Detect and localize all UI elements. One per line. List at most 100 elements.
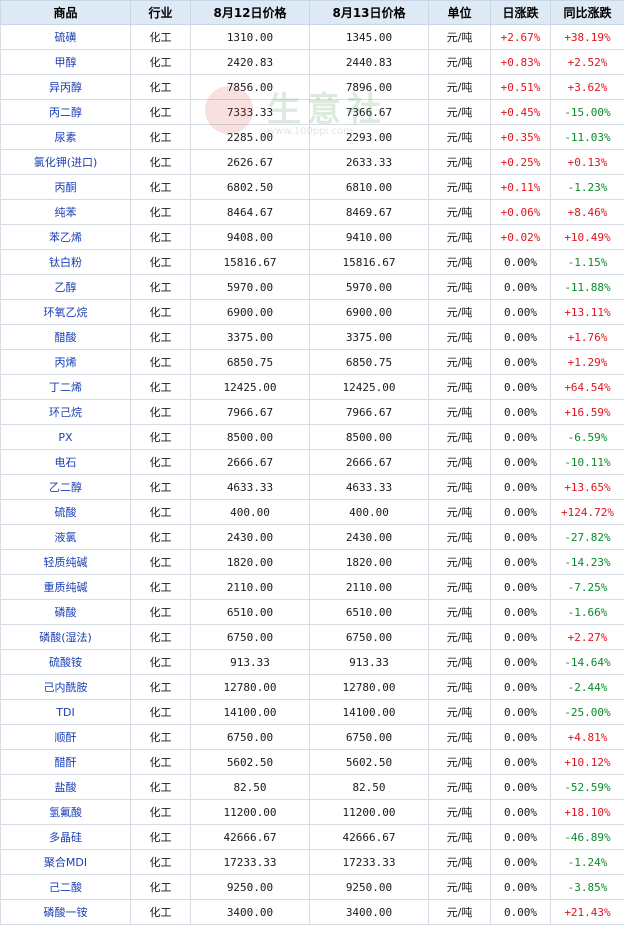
cell-name[interactable]: 磷酸一铵: [0, 899, 131, 925]
header-name[interactable]: 商品: [0, 0, 131, 25]
cell-name[interactable]: 苯乙烯: [0, 224, 131, 250]
cell-name[interactable]: 环己烷: [0, 399, 131, 425]
cell-price-aug13: 4633.33: [309, 474, 429, 500]
cell-name[interactable]: PX: [0, 424, 131, 450]
cell-name[interactable]: 电石: [0, 449, 131, 475]
cell-daily-change: 0.00%: [490, 499, 551, 525]
cell-name[interactable]: 多晶硅: [0, 824, 131, 850]
cell-price-aug13: 7966.67: [309, 399, 429, 425]
table-row: 氢氟酸 化工 11200.00 11200.00 元/吨 0.00% +18.10%: [0, 799, 624, 825]
header-price-aug12[interactable]: 8月12日价格: [190, 0, 310, 25]
cell-name[interactable]: 丙烯: [0, 349, 131, 375]
cell-name[interactable]: 磷酸: [0, 599, 131, 625]
cell-yoy-change: -10.11%: [550, 449, 624, 475]
cell-price-aug13: 1820.00: [309, 549, 429, 575]
cell-name[interactable]: 丁二烯: [0, 374, 131, 400]
cell-price-aug13: 6810.00: [309, 174, 429, 200]
cell-daily-change: +0.45%: [490, 99, 551, 125]
table-row: 尿素 化工 2285.00 2293.00 元/吨 +0.35% -11.03%: [0, 124, 624, 150]
cell-price-aug12: 8464.67: [190, 199, 310, 225]
cell-name[interactable]: 磷酸(湿法): [0, 624, 131, 650]
cell-name[interactable]: 液氯: [0, 524, 131, 550]
cell-industry: 化工: [130, 749, 191, 775]
header-row: 商品 行业 8月12日价格 8月13日价格 单位 日涨跌 同比涨跌: [0, 0, 624, 25]
table-row: 异丙醇 化工 7856.00 7896.00 元/吨 +0.51% +3.62%: [0, 74, 624, 100]
cell-name[interactable]: 丙酮: [0, 174, 131, 200]
cell-yoy-change: +2.52%: [550, 49, 624, 75]
cell-name[interactable]: 醋酐: [0, 749, 131, 775]
cell-daily-change: 0.00%: [490, 699, 551, 725]
table-row: 醋酐 化工 5602.50 5602.50 元/吨 0.00% +10.12%: [0, 749, 624, 775]
cell-yoy-change: -7.25%: [550, 574, 624, 600]
cell-name[interactable]: 氢氟酸: [0, 799, 131, 825]
cell-unit: 元/吨: [428, 249, 491, 275]
cell-name[interactable]: 丙二醇: [0, 99, 131, 125]
cell-unit: 元/吨: [428, 649, 491, 675]
table-row: 硫磺 化工 1310.00 1345.00 元/吨 +2.67% +38.19%: [0, 24, 624, 50]
header-daily-change[interactable]: 日涨跌: [490, 0, 551, 25]
cell-yoy-change: +10.12%: [550, 749, 624, 775]
cell-name[interactable]: 纯苯: [0, 199, 131, 225]
cell-unit: 元/吨: [428, 449, 491, 475]
header-yoy-change[interactable]: 同比涨跌: [550, 0, 624, 25]
cell-price-aug12: 3375.00: [190, 324, 310, 350]
cell-name[interactable]: 轻质纯碱: [0, 549, 131, 575]
cell-name[interactable]: 己内酰胺: [0, 674, 131, 700]
cell-price-aug13: 7896.00: [309, 74, 429, 100]
cell-yoy-change: -46.89%: [550, 824, 624, 850]
cell-name[interactable]: 硫酸铵: [0, 649, 131, 675]
cell-daily-change: 0.00%: [490, 849, 551, 875]
cell-name[interactable]: 顺酐: [0, 724, 131, 750]
cell-price-aug12: 5970.00: [190, 274, 310, 300]
cell-yoy-change: -15.00%: [550, 99, 624, 125]
cell-name[interactable]: 异丙醇: [0, 74, 131, 100]
table-row: 环己烷 化工 7966.67 7966.67 元/吨 0.00% +16.59%: [0, 399, 624, 425]
cell-name[interactable]: 醋酸: [0, 324, 131, 350]
cell-price-aug13: 6510.00: [309, 599, 429, 625]
cell-name[interactable]: 聚合MDI: [0, 849, 131, 875]
cell-daily-change: 0.00%: [490, 299, 551, 325]
cell-name[interactable]: 钛白粉: [0, 249, 131, 275]
cell-name[interactable]: 重质纯碱: [0, 574, 131, 600]
table-row: 环氧乙烷 化工 6900.00 6900.00 元/吨 0.00% +13.11%: [0, 299, 624, 325]
header-industry[interactable]: 行业: [130, 0, 191, 25]
cell-price-aug13: 15816.67: [309, 249, 429, 275]
cell-daily-change: +0.11%: [490, 174, 551, 200]
cell-name[interactable]: 环氧乙烷: [0, 299, 131, 325]
cell-price-aug12: 9250.00: [190, 874, 310, 900]
cell-yoy-change: -14.23%: [550, 549, 624, 575]
cell-name[interactable]: 硫磺: [0, 24, 131, 50]
cell-daily-change: 0.00%: [490, 374, 551, 400]
cell-price-aug13: 913.33: [309, 649, 429, 675]
cell-name[interactable]: 尿素: [0, 124, 131, 150]
table-row: 乙二醇 化工 4633.33 4633.33 元/吨 0.00% +13.65%: [0, 474, 624, 500]
cell-name[interactable]: 己二酸: [0, 874, 131, 900]
cell-yoy-change: -14.64%: [550, 649, 624, 675]
cell-price-aug13: 5970.00: [309, 274, 429, 300]
table-row: 甲醇 化工 2420.83 2440.83 元/吨 +0.83% +2.52%: [0, 49, 624, 75]
cell-daily-change: 0.00%: [490, 649, 551, 675]
header-price-aug13[interactable]: 8月13日价格: [309, 0, 429, 25]
cell-industry: 化工: [130, 674, 191, 700]
cell-price-aug13: 82.50: [309, 774, 429, 800]
cell-unit: 元/吨: [428, 799, 491, 825]
cell-daily-change: +0.06%: [490, 199, 551, 225]
cell-name[interactable]: 甲醇: [0, 49, 131, 75]
cell-unit: 元/吨: [428, 424, 491, 450]
cell-price-aug13: 9410.00: [309, 224, 429, 250]
cell-price-aug13: 9250.00: [309, 874, 429, 900]
cell-name[interactable]: 硫酸: [0, 499, 131, 525]
cell-name[interactable]: TDI: [0, 699, 131, 725]
cell-name[interactable]: 乙二醇: [0, 474, 131, 500]
cell-price-aug13: 5602.50: [309, 749, 429, 775]
cell-name[interactable]: 盐酸: [0, 774, 131, 800]
cell-name[interactable]: 氯化钾(进口): [0, 149, 131, 175]
cell-price-aug12: 2110.00: [190, 574, 310, 600]
cell-unit: 元/吨: [428, 699, 491, 725]
cell-name[interactable]: 乙醇: [0, 274, 131, 300]
cell-yoy-change: +21.43%: [550, 899, 624, 925]
table-row: 磷酸一铵 化工 3400.00 3400.00 元/吨 0.00% +21.43%: [0, 899, 624, 925]
header-unit[interactable]: 单位: [428, 0, 491, 25]
cell-industry: 化工: [130, 224, 191, 250]
table-row: 苯乙烯 化工 9408.00 9410.00 元/吨 +0.02% +10.49%: [0, 224, 624, 250]
